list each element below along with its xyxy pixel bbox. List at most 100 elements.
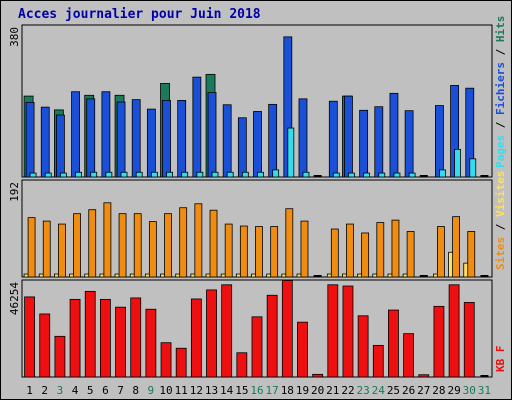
files-bar-day-17 <box>268 103 278 178</box>
x-tick-label-day-4: 4 <box>72 384 79 397</box>
legend-sites-visits-part-0: Sites <box>494 237 507 270</box>
pages-bar-day-25 <box>393 172 401 178</box>
files-bar-day-13 <box>207 92 217 178</box>
visits-bar-day-7 <box>118 213 127 278</box>
pages-bar-day-1 <box>29 172 37 178</box>
visits-bar-day-1 <box>27 217 36 278</box>
visits-bar-day-12 <box>194 203 203 278</box>
legend-sites-visits-part-1: / <box>494 217 507 237</box>
pages-bar-day-23 <box>363 172 371 178</box>
visits-bar-day-11 <box>179 207 188 278</box>
x-tick-label-day-10: 10 <box>159 384 172 397</box>
x-tick-label-day-27: 27 <box>417 384 430 397</box>
visits-bar-day-5 <box>88 209 97 278</box>
kb-bar-day-9 <box>145 308 157 378</box>
pages-bar-day-4 <box>75 171 82 178</box>
legend-sites-visits: Sites / Visites <box>494 171 507 270</box>
visits-bar-day-18 <box>285 208 294 278</box>
x-tick-label-day-11: 11 <box>175 384 188 397</box>
kb-bar-day-18 <box>281 280 293 378</box>
kb-bar-day-24 <box>372 344 384 378</box>
legend-kb-part-0: KB F <box>494 346 507 373</box>
visits-bar-day-6 <box>103 202 112 278</box>
files-bar-day-22 <box>344 95 353 178</box>
files-bar-day-12 <box>192 76 202 178</box>
visits-bar-day-8 <box>133 213 142 278</box>
kb-bar-day-16 <box>251 316 263 378</box>
files-bar-day-3 <box>56 114 65 178</box>
pages-bar-day-17 <box>272 169 280 178</box>
pages-bar-day-8 <box>135 171 143 178</box>
x-tick-label-day-14: 14 <box>220 384 234 397</box>
pages-bar-day-7 <box>120 171 128 178</box>
legend-pages-files-hits: Pages / Fichiers / Hits <box>494 16 507 168</box>
visits-bar-day-2 <box>42 220 51 278</box>
x-tick-label-day-24: 24 <box>372 384 386 397</box>
kb-bar-day-12 <box>190 298 202 378</box>
visits-bar-day-23 <box>361 232 370 278</box>
files-bar-day-2 <box>40 106 50 178</box>
chart-title: Acces journalier pour Juin 2018 <box>18 7 261 22</box>
visits-bar-day-26 <box>406 231 415 278</box>
visits-bar-day-28 <box>437 226 445 278</box>
pages-bar-day-30 <box>469 158 477 178</box>
visits-bar-day-21 <box>330 228 339 278</box>
files-bar-day-15 <box>237 117 247 178</box>
files-bar-day-10 <box>162 100 171 178</box>
visits-bar-day-4 <box>73 213 81 278</box>
kb-bar-day-14 <box>221 284 233 378</box>
files-bar-day-23 <box>359 109 369 178</box>
legend-pages-files-hits-part-2: Fichiers <box>494 62 507 115</box>
x-tick-label-day-22: 22 <box>341 384 354 397</box>
visits-bar-day-15 <box>239 225 248 278</box>
kb-bar-day-5 <box>84 290 96 378</box>
kb-bar-day-15 <box>236 352 248 378</box>
x-tick-label-day-16: 16 <box>250 384 263 397</box>
visits-bar-day-16 <box>255 226 263 278</box>
pages-bar-day-15 <box>241 171 249 178</box>
pages-bar-day-19 <box>302 171 310 178</box>
pages-bar-day-9 <box>150 171 158 178</box>
pages-bar-day-10 <box>166 171 173 178</box>
x-tick-label-day-18: 18 <box>281 384 294 397</box>
x-tick-label-day-31: 31 <box>478 384 491 397</box>
pages-bar-day-14 <box>226 171 234 178</box>
files-bar-day-16 <box>253 111 262 178</box>
kb-bar-day-21 <box>327 284 339 378</box>
visits-bar-day-19 <box>300 220 309 278</box>
kb-bar-day-17 <box>266 294 278 378</box>
visits-bar-day-13 <box>209 209 218 278</box>
legend-pages-files-hits-part-3: / <box>494 42 507 62</box>
kb-bar-day-30 <box>463 302 475 378</box>
x-tick-label-day-9: 9 <box>148 384 155 397</box>
pages-bar-day-5 <box>90 171 98 178</box>
kb-bar-day-8 <box>130 297 142 378</box>
kb-bar-day-4 <box>69 298 81 378</box>
pages-bar-day-24 <box>378 172 386 178</box>
legend-pages-files-hits-part-0: Pages <box>494 135 507 168</box>
pages-bar-day-29 <box>454 148 461 178</box>
pages-bar-day-13 <box>211 171 219 178</box>
x-tick-label-day-30: 30 <box>463 384 476 397</box>
kb-bar-day-27 <box>418 374 430 378</box>
kb-bar-day-10 <box>160 342 172 378</box>
kb-bar-day-23 <box>357 315 369 378</box>
pages-bar-day-12 <box>196 171 204 178</box>
files-bar-day-19 <box>298 98 308 178</box>
files-bar-day-25 <box>389 92 399 178</box>
y-max-label-hits-files-pages: 380 <box>8 27 21 47</box>
pages-bar-day-21 <box>332 172 340 178</box>
x-tick-label-day-13: 13 <box>205 384 218 397</box>
legend-pages-files-hits-part-4: Hits <box>494 16 507 43</box>
x-tick-label-day-6: 6 <box>102 384 109 397</box>
x-tick-label-day-1: 1 <box>26 384 33 397</box>
files-bar-day-26 <box>404 110 414 178</box>
files-bar-day-4 <box>71 91 80 178</box>
files-bar-day-28 <box>435 105 444 178</box>
legend-pages-files-hits-part-1: / <box>494 115 507 135</box>
visits-bar-day-25 <box>391 219 400 278</box>
x-tick-label-day-17: 17 <box>266 384 279 397</box>
kb-bar-day-22 <box>342 285 354 378</box>
files-bar-day-11 <box>177 100 187 178</box>
x-tick-label-day-20: 20 <box>311 384 324 397</box>
